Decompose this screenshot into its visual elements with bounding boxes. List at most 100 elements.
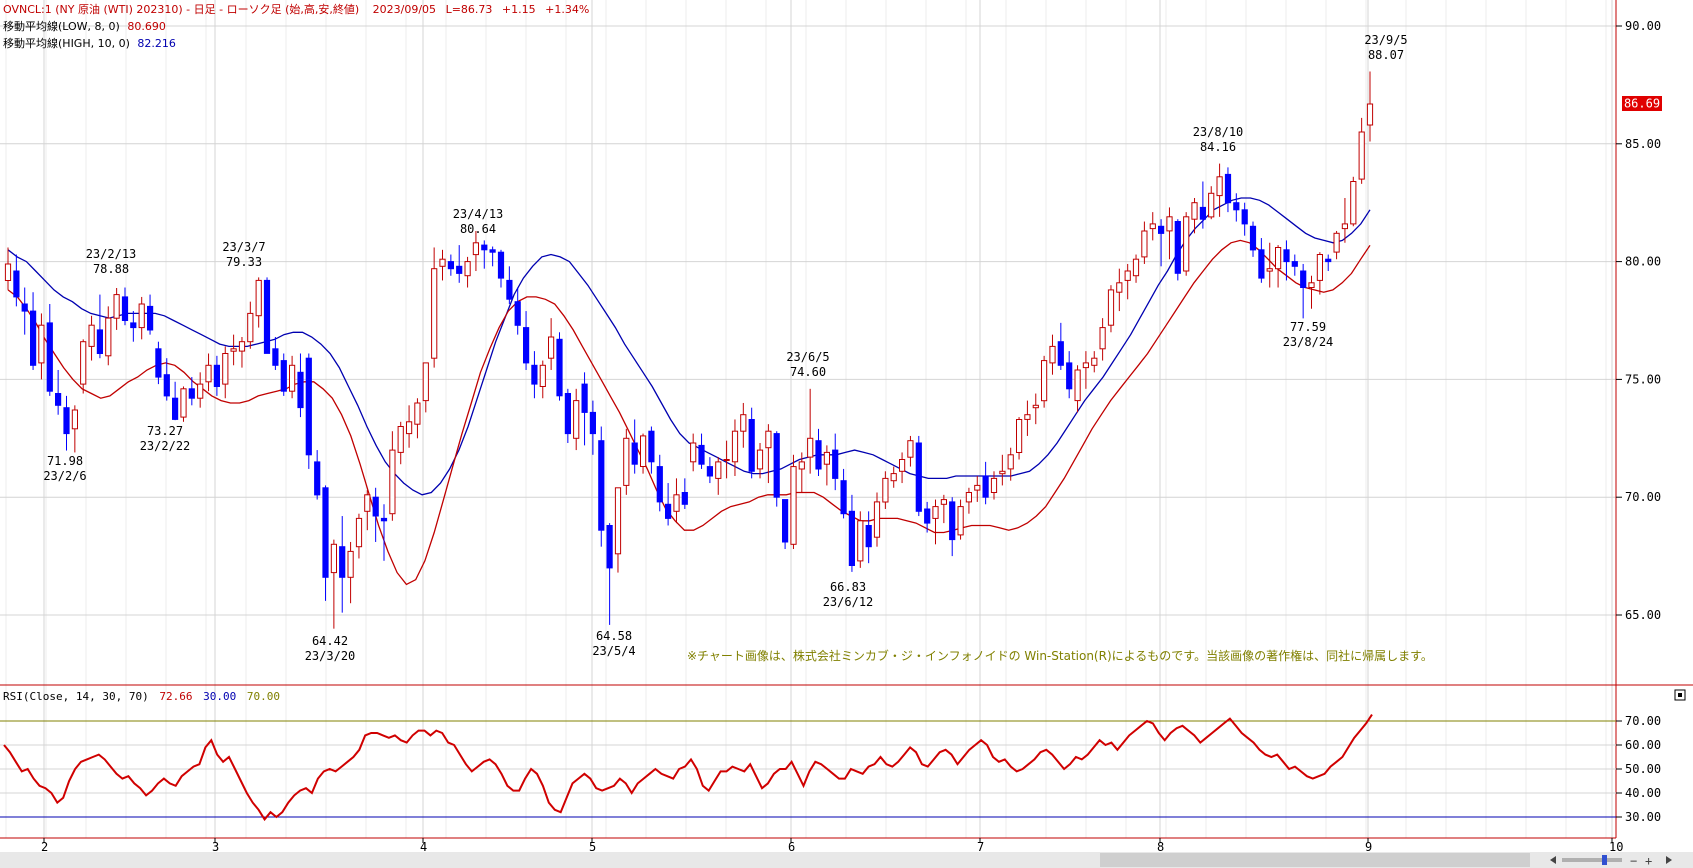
candle-body-up [807, 437, 814, 458]
price-axis-ticks: 90.00 85.00 80.00 75.00 70.00 65.00 [1616, 19, 1661, 622]
candle-body-down [631, 442, 638, 465]
copyright-notice: ※チャート画像は、株式会社ミンカブ・ジ・インフォノイドの Win-Station… [687, 648, 1433, 663]
candle-body-up [1124, 270, 1131, 281]
candle-body-down [773, 433, 780, 498]
candle [1032, 393, 1039, 425]
candle-body-up [1132, 258, 1140, 277]
candle [1341, 197, 1349, 243]
candle-body-up [464, 261, 471, 277]
scroll-left-icon[interactable] [1550, 856, 1556, 864]
zoom-plus-icon[interactable]: + [1645, 854, 1652, 868]
month-label: 4 [420, 840, 427, 854]
horizontal-scrollbar[interactable]: − + [0, 852, 1693, 868]
candle [355, 513, 363, 559]
candle-body-up [990, 477, 998, 493]
candle [197, 372, 204, 408]
candle [238, 336, 246, 368]
scroll-right-icon[interactable] [1666, 856, 1672, 864]
candle [765, 424, 772, 484]
rsi-value: 72.66 [159, 690, 192, 703]
annotation-line1: 64.42 [312, 634, 348, 648]
candle [1241, 202, 1248, 236]
candle [30, 292, 37, 370]
candle [782, 499, 789, 550]
candle-body-up [1308, 282, 1315, 288]
candle [815, 428, 822, 476]
candle [614, 487, 622, 573]
candle [222, 346, 229, 399]
candle-body-up [38, 324, 45, 364]
candle-body-down [456, 265, 463, 274]
scrollbar-thumb[interactable] [1100, 853, 1530, 867]
candle-body-up [673, 494, 680, 512]
candle-body-up [1107, 289, 1115, 326]
candle [665, 483, 672, 526]
zoom-minus-icon[interactable]: − [1630, 854, 1637, 868]
candle [314, 450, 321, 500]
candle-body-up [623, 437, 630, 486]
candle-body-down [832, 449, 839, 479]
candle [890, 466, 897, 488]
candle [873, 492, 881, 547]
candle [1266, 242, 1273, 288]
candle-body-up [1074, 369, 1081, 402]
candle-body-down [531, 364, 538, 385]
rsi-series [3, 714, 1373, 822]
candle-body-down [606, 525, 613, 569]
candle-body-up [180, 388, 187, 418]
candle [1275, 245, 1282, 288]
month-label: 3 [212, 840, 219, 854]
candle-body-up [957, 506, 964, 536]
candle [1249, 221, 1257, 257]
header-title: OVNCL:1 (NY 原油 (WTI) 202310) - 日足 - ローソク… [3, 2, 589, 16]
zoom-slider-track[interactable] [1562, 858, 1622, 862]
candle [1208, 186, 1215, 220]
candle [1124, 263, 1131, 300]
candle [55, 369, 62, 415]
month-label: 2 [41, 840, 48, 854]
annotation-line2: 80.64 [460, 222, 496, 236]
candle-body-down [681, 492, 688, 505]
candle [773, 431, 780, 507]
candle [230, 334, 237, 366]
candle-body-up [1183, 216, 1190, 272]
candle [1183, 212, 1190, 276]
candle [698, 433, 705, 469]
candle [372, 487, 379, 542]
candle [188, 377, 195, 406]
candle [280, 353, 287, 396]
candle [798, 452, 805, 493]
candle-body-up [798, 461, 805, 470]
candle [46, 304, 53, 396]
candle-body-up [431, 268, 438, 359]
candle-body-up [1341, 223, 1349, 230]
candle [1007, 447, 1014, 481]
candle-body-up [715, 461, 722, 479]
candle [581, 372, 588, 446]
candle [21, 287, 28, 335]
candle [848, 494, 855, 572]
zoom-slider-handle[interactable] [1602, 855, 1607, 865]
candle [1174, 219, 1181, 281]
rsi-panel-close-button[interactable] [1674, 689, 1686, 701]
candle-body-down [96, 329, 104, 354]
candle-body-up [4, 263, 12, 281]
header-title-line: OVNCL:1 (NY 原油 (WTI) 202310) - 日足 - ローソク… [3, 2, 359, 16]
candle [406, 405, 413, 448]
ma-low-label: 移動平均線(LOW, 8, 0) [3, 19, 120, 33]
candle-body-down [280, 360, 287, 392]
price-tick-label: 80.00 [1625, 255, 1661, 269]
candle [497, 249, 505, 288]
candle [447, 254, 454, 276]
candle-body-up [1266, 268, 1273, 272]
candle [965, 487, 972, 514]
candle [1141, 221, 1148, 264]
candle-body-up [364, 494, 371, 512]
candle-body-up [1333, 232, 1340, 253]
candle-body-up [882, 477, 889, 503]
candle-body-down [982, 475, 989, 498]
candle [990, 471, 998, 500]
candle-body-up [965, 492, 972, 503]
candle [957, 499, 964, 540]
month-label: 10 [1609, 840, 1623, 854]
